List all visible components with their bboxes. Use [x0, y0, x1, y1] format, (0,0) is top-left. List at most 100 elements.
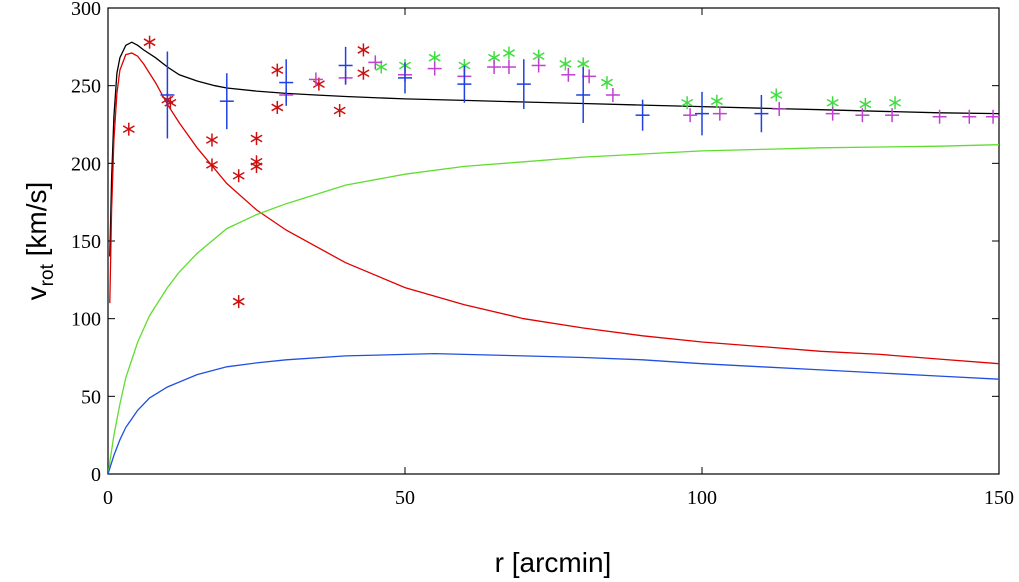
point-magenta-plus [605, 87, 620, 102]
point-magenta-plus [561, 67, 576, 82]
y-axis-title: vrot [km/s] [21, 182, 58, 301]
asterisk-stroke [122, 125, 135, 134]
point-red-stars [333, 104, 346, 118]
point-blue-errorbars [635, 99, 650, 131]
y-axis-title-subscript: rot [37, 263, 58, 286]
point-magenta-plus [772, 101, 787, 116]
point-magenta-plus [962, 109, 977, 124]
asterisk-stroke [250, 162, 263, 171]
asterisk-stroke [271, 103, 284, 112]
y-tick-label: 150 [71, 231, 101, 253]
asterisk-stroke [681, 98, 694, 107]
point-magenta-plus [932, 109, 947, 124]
point-red-stars [143, 35, 156, 49]
asterisk-stroke [357, 69, 370, 78]
point-green-stars [889, 96, 902, 110]
y-tick-label: 300 [71, 0, 101, 20]
point-blue-errorbars [279, 59, 294, 106]
y-tick-label: 0 [91, 464, 101, 486]
x-tick-label: 100 [687, 487, 717, 509]
y-axis-title-main: v [21, 286, 52, 300]
asterisk-stroke [357, 46, 370, 54]
point-green-stars [559, 57, 572, 71]
point-magenta-plus [308, 72, 323, 87]
point-magenta-plus [531, 58, 546, 73]
point-blue-errorbars [219, 73, 234, 130]
asterisk-stroke [428, 53, 441, 62]
point-green-stars [681, 96, 694, 110]
x-axis-title: r [arcmin] [495, 547, 612, 578]
point-magenta-plus [501, 60, 516, 75]
y-tick-label: 200 [71, 153, 101, 175]
point-magenta-plus [368, 55, 383, 70]
point-magenta-plus [582, 69, 597, 84]
asterisk-stroke [205, 136, 218, 144]
asterisk-stroke [600, 78, 613, 87]
point-blue-errorbars [754, 94, 769, 133]
point-magenta-plus [427, 61, 442, 76]
curve-green-component [108, 144, 999, 474]
x-tick-label: 0 [103, 487, 113, 509]
asterisk-stroke [859, 100, 872, 109]
curve-total [109, 41, 999, 257]
asterisk-stroke [271, 66, 284, 75]
asterisk-stroke [375, 63, 388, 71]
curve-blue-component [108, 352, 999, 474]
point-green-stars [859, 97, 872, 111]
point-red-stars [232, 295, 245, 309]
point-red-stars [271, 100, 284, 114]
y-tick-label: 100 [71, 309, 101, 331]
asterisk-stroke [164, 98, 177, 107]
point-green-stars [600, 76, 613, 90]
point-red-stars [250, 159, 263, 173]
asterisk-stroke [710, 97, 723, 106]
point-red-stars [205, 133, 218, 147]
point-magenta-plus [683, 108, 698, 123]
point-red-stars [232, 169, 245, 183]
x-tick-label: 50 [395, 487, 415, 509]
asterisk-stroke [143, 38, 156, 47]
point-magenta-plus [885, 108, 900, 123]
point-red-stars [205, 158, 218, 172]
point-blue-errorbars [398, 62, 412, 94]
asterisk-stroke [232, 171, 245, 180]
asterisk-stroke [826, 98, 839, 107]
y-tick-label: 50 [81, 386, 101, 408]
y-axis-title-units: [km/s] [21, 182, 52, 264]
asterisk-stroke [559, 60, 572, 68]
point-blue-errorbars [160, 51, 175, 139]
point-magenta-plus [986, 109, 1001, 124]
asterisk-stroke [205, 160, 218, 169]
point-magenta-plus [825, 106, 840, 121]
asterisk-stroke [312, 80, 325, 89]
point-red-stars [357, 43, 370, 57]
asterisk-stroke [889, 98, 902, 107]
point-green-stars [502, 46, 515, 60]
point-blue-errorbars [457, 65, 472, 103]
point-blue-errorbars [516, 59, 531, 109]
asterisk-stroke [502, 49, 515, 57]
y-tick-label: 250 [71, 76, 101, 98]
asterisk-stroke [250, 134, 263, 143]
point-red-stars [271, 63, 284, 77]
asterisk-stroke [333, 106, 346, 115]
curve-red-component [109, 52, 999, 365]
point-red-stars [357, 66, 370, 80]
point-red-stars [164, 96, 177, 110]
plot-frame [107, 7, 1000, 475]
asterisk-stroke [770, 91, 783, 99]
asterisk-stroke [488, 53, 501, 62]
asterisk-stroke [577, 60, 590, 68]
point-blue-errorbars [576, 67, 591, 123]
point-magenta-plus [855, 108, 870, 123]
point-green-stars [770, 88, 783, 102]
asterisk-stroke [232, 297, 245, 306]
point-red-stars [250, 131, 263, 145]
point-green-stars [710, 94, 723, 108]
point-magenta-plus [712, 106, 727, 121]
point-magenta-plus [487, 60, 502, 75]
asterisk-stroke [532, 52, 545, 61]
point-red-stars [122, 122, 135, 136]
point-blue-errorbars [695, 91, 709, 136]
